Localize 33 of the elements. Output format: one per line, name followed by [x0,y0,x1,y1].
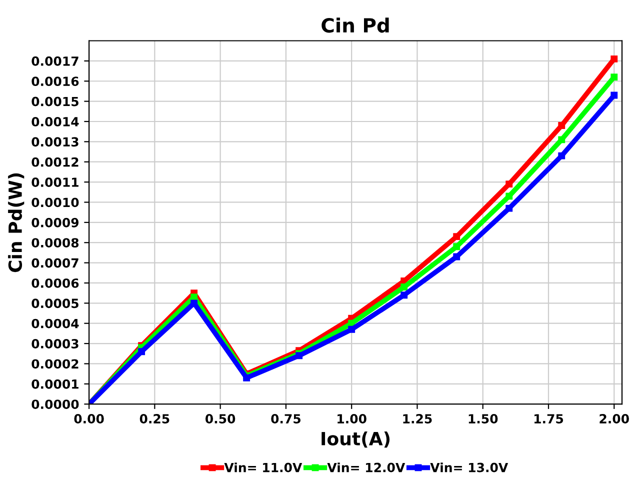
x-tick-label: 1.75 [534,414,564,424]
y-tick-label: 0.0008 [32,238,79,248]
y-tick-label: 0.0009 [32,218,79,228]
y-tick-label: 0.0017 [32,56,78,66]
y-tick-label: 0.0007 [32,258,78,268]
x-tick-label: 0.75 [271,414,300,424]
y-tick-label: 0.0015 [32,96,78,106]
y-tick-label: 0.0013 [32,137,78,147]
y-tick-label: 0.0010 [32,198,79,208]
x-tick-label: 0.00 [74,414,104,424]
chart-title: Cin Pd [322,18,389,33]
y-tick-label: 0.0012 [32,157,78,167]
legend-label: Vin= 13.0V [430,462,508,472]
y-axis-title: Cin Pd(W) [8,173,24,272]
y-tick-label: 0.0005 [32,298,78,308]
y-tick-label: 0.0003 [32,339,78,348]
y-tick-label: 0.0002 [32,359,78,369]
x-tick-label: 1.25 [403,414,432,424]
y-tick-label: 0.0011 [32,178,78,187]
y-tick-label: 0.0016 [32,76,79,86]
y-tick-label: 0.0014 [32,116,79,126]
x-tick-label: 2.00 [600,414,629,424]
legend-label: Vin= 11.0V [224,462,302,472]
y-tick-label: 0.0000 [32,400,79,410]
legend-label: Vin= 12.0V [327,462,406,472]
x-tick-label: 1.50 [468,414,498,424]
x-axis-title: Iout(A) [322,431,390,448]
y-tick-label: 0.0006 [32,278,79,288]
x-tick-label: 0.25 [140,414,170,424]
x-tick-label: 1.00 [338,414,366,424]
x-tick-label: 0.50 [205,414,236,424]
y-tick-label: 0.0001 [32,379,78,389]
y-tick-label: 0.0004 [32,318,79,328]
